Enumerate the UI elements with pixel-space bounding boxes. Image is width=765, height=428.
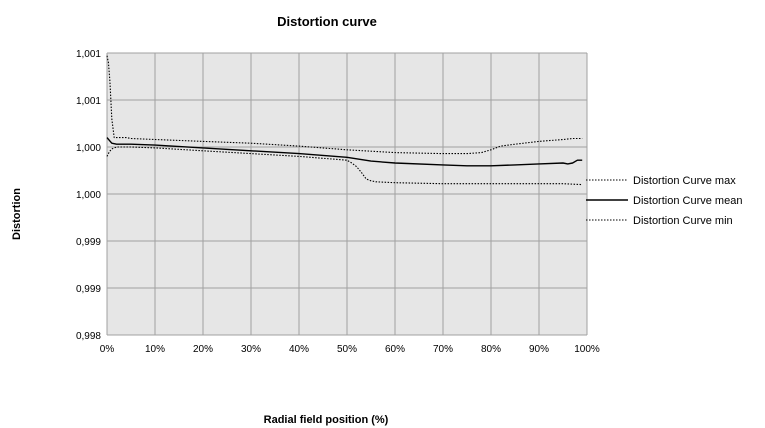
y-tick-label: 1,001 <box>76 49 101 60</box>
x-axis-title: Radial field position (%) <box>264 414 389 426</box>
x-tick-label: 20% <box>193 344 213 355</box>
series-lines <box>106 55 583 186</box>
y-tick-label: 1,001 <box>76 96 101 107</box>
legend-label-2: Distortion Curve mean <box>633 195 742 207</box>
legend-label-1: Distortion Curve max <box>633 175 736 187</box>
x-tick-label: 0% <box>100 344 115 355</box>
x-tick-label: 30% <box>241 344 261 355</box>
y-tick-label: 0,999 <box>76 284 101 295</box>
y-tick-label: 1,000 <box>76 143 101 154</box>
y-tick-label: 0,999 <box>76 237 101 248</box>
x-tick-label: 40% <box>289 344 309 355</box>
series-line-3 <box>106 146 583 186</box>
x-tick-label: 90% <box>529 344 549 355</box>
x-tick-label: 10% <box>145 344 165 355</box>
x-tick-label: 80% <box>481 344 501 355</box>
x-tick-label: 60% <box>385 344 405 355</box>
y-tick-label: 0,998 <box>76 331 101 342</box>
y-axis-title: Distortion <box>11 188 23 240</box>
series-line-2 <box>106 137 583 167</box>
chart-title: Distortion curve <box>277 14 377 29</box>
series-line-1 <box>106 55 583 155</box>
y-tick-labels: 1,001 1,001 1,000 1,000 0,999 0,999 0,998 <box>76 49 101 342</box>
legend: Distortion Curve max Distortion Curve mea… <box>586 175 742 227</box>
x-tick-label: 70% <box>433 344 453 355</box>
x-tick-label: 50% <box>337 344 357 355</box>
legend-label-3: Distortion Curve min <box>633 215 733 227</box>
x-tick-labels: 0% 10% 20% 30% 40% 50% 60% 70% 80% 90% 100% <box>100 344 600 355</box>
y-tick-label: 1,000 <box>76 190 101 201</box>
x-tick-label: 100% <box>574 344 600 355</box>
